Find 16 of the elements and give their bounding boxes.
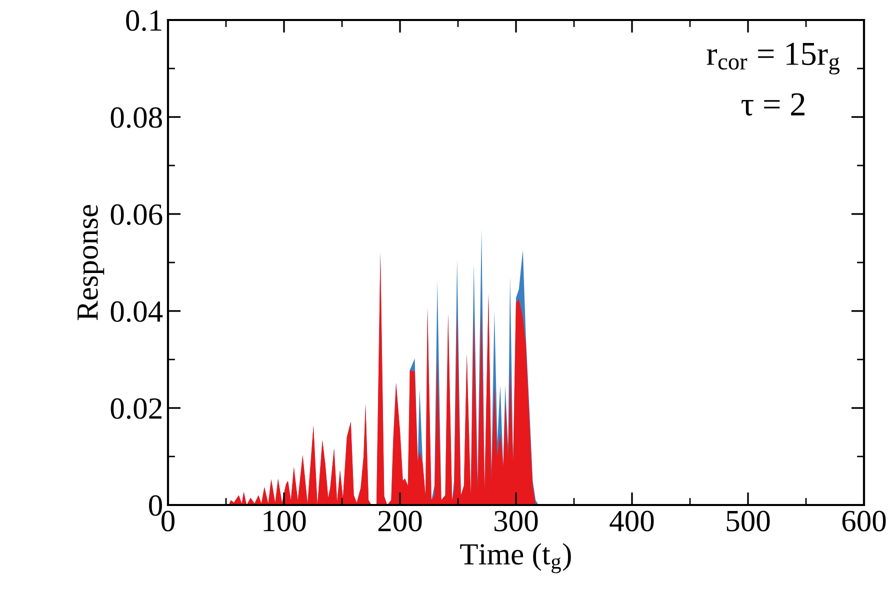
y-tick-label: 0.04 [110, 301, 163, 322]
y-tick-label: 0 [149, 495, 162, 516]
y-axis-title: Response [78, 205, 104, 320]
y-tick-label: 0.02 [110, 398, 162, 420]
x-tick-label: 500 [726, 510, 770, 532]
x-tick-label: 300 [494, 510, 538, 532]
y-tick-label: 0.08 [110, 107, 162, 128]
x-axis-title: Time (t$_{g}$) [460, 543, 571, 574]
x-tick-label: 200 [378, 510, 422, 532]
x-tick-label: 100 [264, 510, 306, 532]
annotation: τ = 2 [741, 93, 804, 116]
x-tick-label: 600 [842, 510, 886, 532]
y-tick-label: 0.06 [110, 204, 162, 226]
y-tick-label: 0.1 [126, 10, 162, 32]
annotation: r$_{cor}$ = 15r$_{g}$ [706, 42, 840, 74]
x-tick-label: 400 [610, 510, 654, 532]
